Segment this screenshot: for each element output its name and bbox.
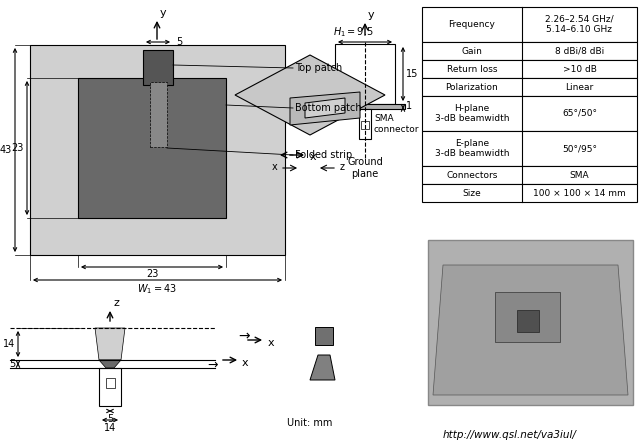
Text: >10 dB: >10 dB [562, 65, 596, 73]
Text: SMA
connector: SMA connector [374, 114, 419, 134]
Polygon shape [433, 265, 628, 395]
Text: Ground
plane: Ground plane [347, 157, 383, 178]
Text: 5: 5 [9, 359, 15, 369]
Bar [150, 82, 167, 147]
Text: 23: 23 [12, 143, 24, 153]
Polygon shape [95, 328, 125, 360]
Text: Folded strip: Folded strip [295, 150, 352, 160]
Text: 5: 5 [176, 37, 182, 47]
Text: y: y [368, 10, 374, 20]
Bar [106, 378, 115, 388]
Text: Polarization: Polarization [445, 82, 498, 92]
Text: z: z [113, 298, 119, 308]
Text: $W_1 = 43$: $W_1 = 43$ [137, 282, 177, 296]
Text: 2.26–2.54 GHz/
5.14–6.10 GHz: 2.26–2.54 GHz/ 5.14–6.10 GHz [545, 15, 614, 34]
Polygon shape [99, 360, 121, 368]
Bar [30, 45, 285, 255]
Text: 1: 1 [406, 101, 412, 111]
Bar [325, 104, 405, 109]
Text: 8 dBi/8 dBi: 8 dBi/8 dBi [555, 46, 604, 56]
Bar [359, 109, 371, 139]
Text: x: x [271, 162, 277, 172]
Bar [143, 50, 173, 85]
Bar [78, 78, 226, 218]
Text: $\rightarrow$: $\rightarrow$ [205, 358, 219, 371]
Text: Linear: Linear [566, 82, 594, 92]
Text: Connectors: Connectors [446, 170, 498, 179]
Text: 14: 14 [104, 423, 116, 433]
Bar [517, 310, 539, 332]
Text: $H_1 = 9.5$: $H_1 = 9.5$ [333, 25, 374, 39]
Text: 43: 43 [0, 145, 12, 155]
Polygon shape [310, 355, 335, 380]
Polygon shape [305, 98, 345, 118]
Bar [422, 42, 637, 60]
Polygon shape [495, 292, 560, 342]
Text: 50°/95°: 50°/95° [562, 144, 597, 153]
Text: SMA: SMA [570, 170, 589, 179]
Bar [422, 60, 637, 78]
Bar [428, 240, 633, 405]
Text: $\overrightarrow{}$: $\overrightarrow{}$ [239, 329, 251, 343]
Bar [422, 166, 637, 184]
Bar [422, 96, 637, 131]
Bar [99, 368, 121, 406]
Text: x: x [242, 358, 249, 368]
Text: 100 × 100 × 14 mm: 100 × 100 × 14 mm [533, 189, 626, 198]
Text: z: z [340, 162, 345, 172]
Polygon shape [290, 92, 360, 125]
Text: x: x [268, 338, 275, 348]
Text: Frequency: Frequency [449, 20, 495, 29]
Text: 14: 14 [3, 339, 15, 349]
Text: http://www.qsl.net/va3iul/: http://www.qsl.net/va3iul/ [443, 430, 577, 440]
Text: 65°/50°: 65°/50° [562, 109, 597, 118]
Bar [361, 121, 369, 129]
Bar [315, 327, 333, 345]
Text: E-plane
3-dB beamwidth: E-plane 3-dB beamwidth [435, 139, 509, 158]
Text: Gain: Gain [461, 46, 482, 56]
Text: x: x [310, 152, 317, 162]
Bar [422, 7, 637, 42]
Text: H-plane
3-dB beamwidth: H-plane 3-dB beamwidth [435, 104, 509, 123]
Bar [422, 131, 637, 166]
Text: y: y [160, 8, 167, 18]
Text: Top patch: Top patch [295, 63, 343, 73]
Polygon shape [235, 55, 385, 135]
Text: Unit: mm: Unit: mm [288, 418, 333, 428]
Text: 5: 5 [107, 414, 113, 424]
Text: Bottom patch: Bottom patch [295, 103, 362, 113]
Bar [422, 78, 637, 96]
Text: Return loss: Return loss [447, 65, 497, 73]
Bar [422, 184, 637, 202]
Text: Size: Size [463, 189, 481, 198]
Bar [335, 44, 395, 104]
Text: 23: 23 [146, 269, 158, 279]
Text: 15: 15 [406, 69, 419, 79]
